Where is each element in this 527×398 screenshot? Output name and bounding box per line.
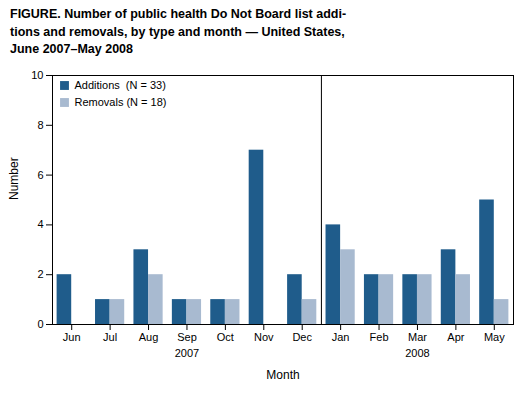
svg-text:Mar: Mar [408,331,427,343]
svg-text:10: 10 [31,69,43,81]
html-text:FIGURE. Number of public healt: FIGURE. Number of public health Do Not B… [10,7,347,21]
svg-text:0: 0 [37,318,43,330]
svg-text:Jan: Jan [332,331,350,343]
html-text:June 2007–May 2008: June 2007–May 2008 [10,42,133,56]
svg-text:6: 6 [37,168,43,180]
svg-text:Apr: Apr [447,331,464,343]
svg-text:Oct: Oct [217,331,234,343]
svg-text:Removals (N = 18): Removals (N = 18) [75,96,167,108]
svg-text:Jul: Jul [103,331,117,343]
html-text:tions and removals, by type an: tions and removals, by type and month — … [10,24,345,39]
svg-text:2008: 2008 [405,346,429,358]
svg-text:Sep: Sep [177,331,197,343]
svg-text:May: May [484,331,505,343]
svg-text:4: 4 [37,218,43,230]
svg-text:Nov: Nov [254,331,274,343]
svg-text:Month: Month [266,367,299,381]
svg-text:Feb: Feb [370,331,389,343]
svg-text:8: 8 [37,118,43,130]
svg-text:Dec: Dec [292,331,312,343]
svg-text:2007: 2007 [175,346,199,358]
svg-text:Additions (N = 33): Additions (N = 33) [75,79,166,91]
svg-text:Aug: Aug [139,331,159,343]
svg-text:Number: Number [7,157,21,200]
svg-text:Jun: Jun [63,331,81,343]
svg-text:2: 2 [37,268,43,280]
